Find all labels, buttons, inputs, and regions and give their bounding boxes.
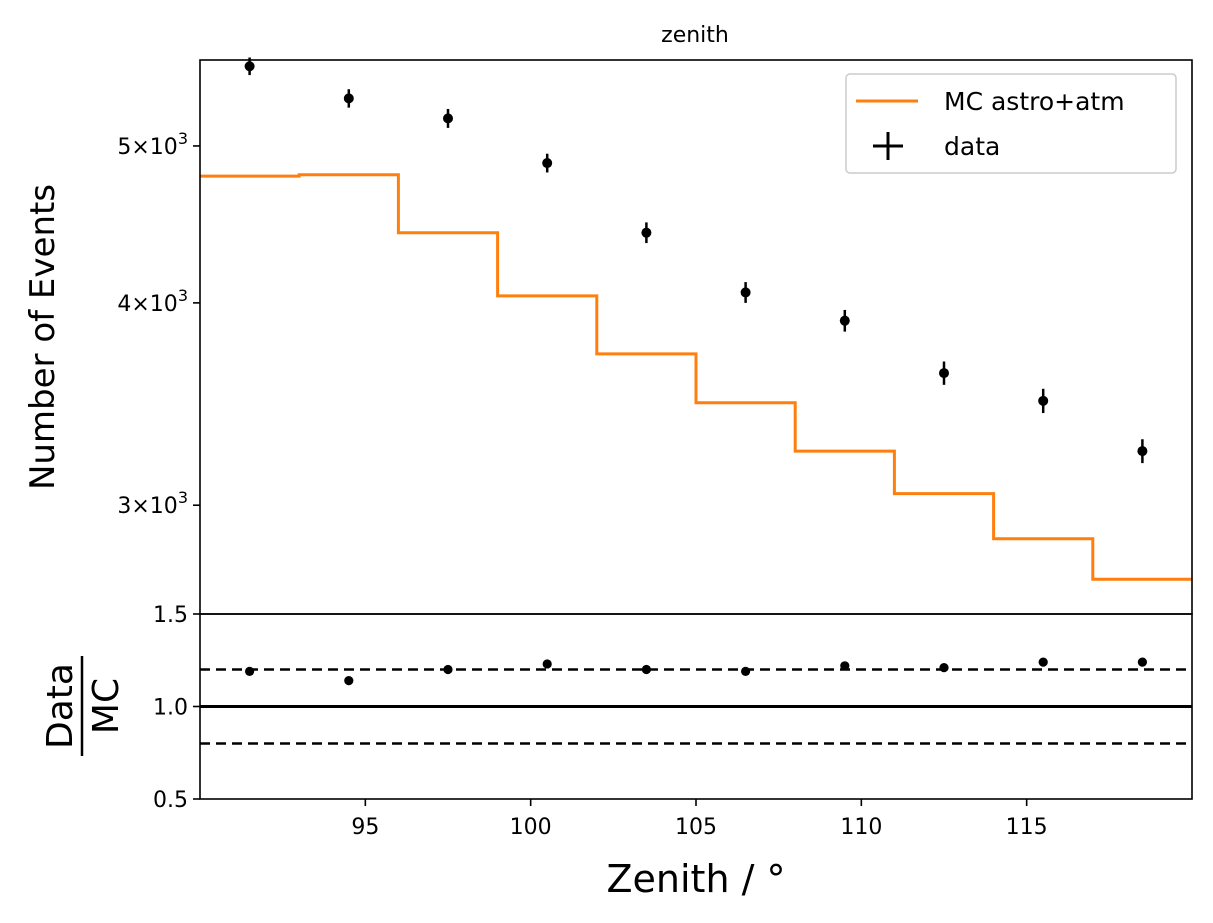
ratio-y-ticks: 0.5 1.0 1.5: [153, 603, 200, 813]
ratio-y-label-numerator: Data: [40, 663, 81, 749]
legend-mc-label: MC astro+atm: [944, 87, 1125, 116]
data-point-8: [1038, 395, 1049, 406]
ratio-x-ticks: 95 100 105 110 115: [351, 799, 1048, 840]
data-point-0: [244, 61, 255, 72]
x-tick-label-4: 115: [1006, 815, 1048, 840]
x-tick-label-3: 110: [840, 815, 882, 840]
ratio-point-3: [542, 659, 552, 669]
ratio-y-tick-label-1: 1.0: [153, 696, 188, 721]
data-point-7: [939, 368, 949, 379]
data-point-4: [641, 227, 652, 238]
data-point-2: [443, 113, 453, 124]
ratio-point-0: [245, 666, 255, 676]
ratio-y-tick-label-2: 1.5: [153, 603, 188, 628]
ratio-y-axis-label: Data MC: [40, 656, 127, 756]
mc-step-line: [200, 173, 1192, 581]
ratio-point-4: [641, 664, 652, 675]
data-point-6: [839, 315, 850, 326]
ratio-point-9: [1137, 657, 1147, 667]
main-y-tick-label-2: 5×103: [117, 129, 188, 160]
ratio-point-1: [344, 676, 354, 686]
x-axis-label: Zenith / °: [607, 857, 786, 901]
ratio-panel: 0.5 1.0 1.5 95 100 105 110 115 Data MC Zenith …: [40, 603, 1193, 901]
ratio-point-2: [443, 664, 453, 675]
x-tick-label-1: 100: [510, 815, 552, 840]
x-tick-label-2: 105: [675, 815, 717, 840]
legend: MC astro+atm data: [845, 73, 1177, 174]
data-point-1: [343, 93, 354, 104]
data-point-5: [740, 287, 751, 298]
main-y-tick-label-1: 4×103: [117, 286, 188, 317]
main-y-axis-label: Number of Events: [23, 184, 63, 490]
main-y-tick-label-0: 3×103: [117, 488, 188, 519]
ratio-y-label-denominator: MC: [86, 678, 127, 734]
ratio-y-tick-label-0: 0.5: [153, 788, 188, 813]
data-point-9: [1137, 446, 1148, 457]
mc-step-series: [200, 173, 1192, 581]
x-tick-label-0: 95: [351, 815, 379, 840]
data-points-series: [244, 57, 1148, 464]
ratio-point-7: [939, 663, 949, 673]
ratio-point-6: [840, 661, 850, 671]
ratio-reference-lines: [200, 668, 1192, 745]
chart-title: zenith: [661, 23, 729, 48]
ratio-point-5: [741, 666, 751, 676]
data-point-3: [542, 158, 553, 169]
ratio-points: [245, 657, 1147, 686]
legend-frame: [845, 73, 1177, 174]
main-y-ticks: 3×103 4×103 5×103: [117, 129, 200, 519]
legend-data-label: data: [944, 132, 1000, 161]
ratio-point-8: [1038, 657, 1048, 667]
